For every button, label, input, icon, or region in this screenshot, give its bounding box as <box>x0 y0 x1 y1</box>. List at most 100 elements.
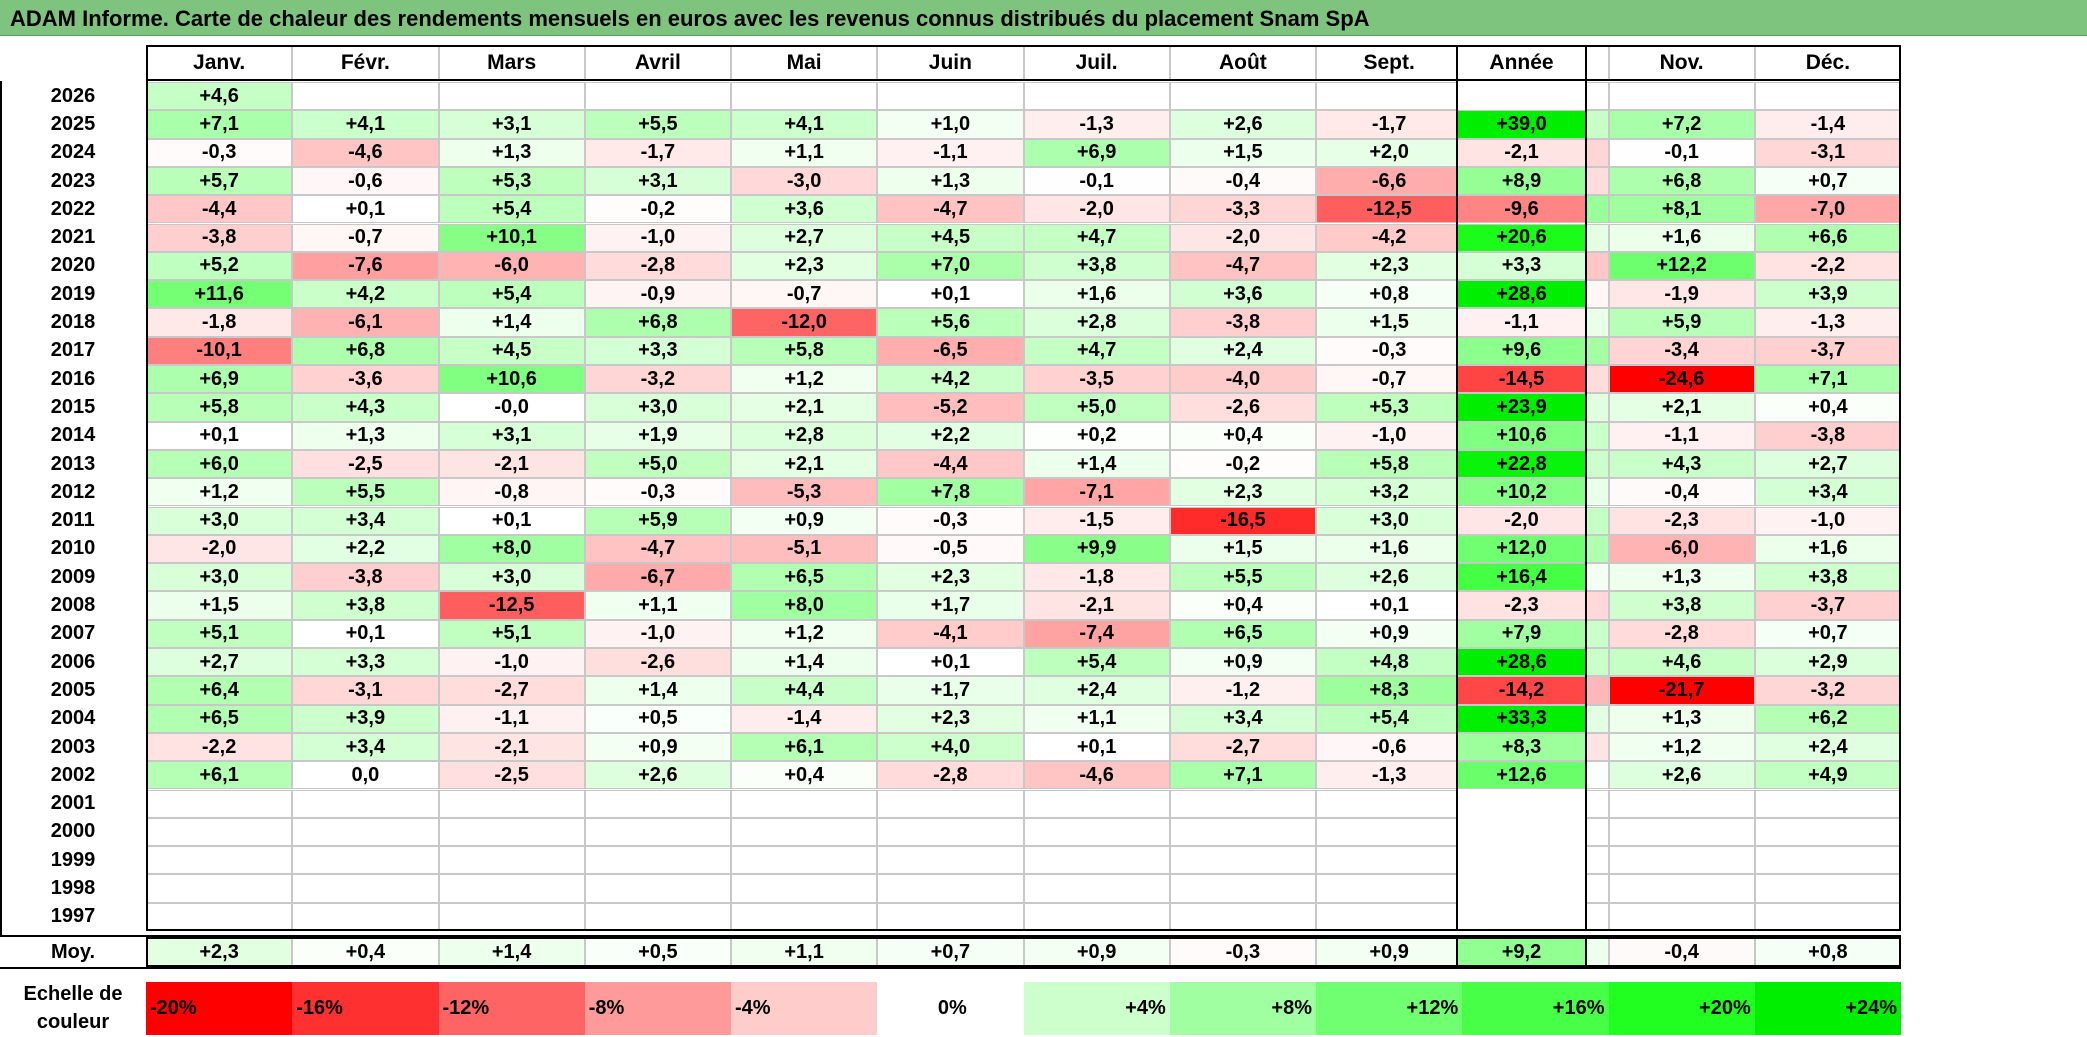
heatmap-cell: +2,3 <box>877 563 1024 592</box>
heatmap-cell: +1,3 <box>1608 704 1755 733</box>
year-label: 2008 <box>0 591 146 620</box>
heatmap-cell <box>1608 846 1755 875</box>
heatmap-cell: -0,3 <box>1316 336 1463 365</box>
average-cell: +0,5 <box>584 937 731 967</box>
heatmap-cell <box>292 902 439 931</box>
annual-cell: -1,1 <box>1456 308 1587 337</box>
heatmap-cell: +0,2 <box>1023 421 1170 450</box>
annual-cell: +8,3 <box>1456 732 1587 762</box>
annual-cell: -9,6 <box>1456 195 1587 224</box>
heatmap-cell: -4,4 <box>877 449 1024 479</box>
average-annual-cell: +9,2 <box>1456 937 1587 967</box>
heatmap-cell: +4,7 <box>1023 336 1170 365</box>
heatmap-cell: +1,2 <box>731 365 878 394</box>
heatmap-cell: +1,4 <box>584 676 731 705</box>
heatmap-cell: -2,2 <box>146 732 293 762</box>
heatmap-cell: +4,9 <box>1754 761 1901 790</box>
color-scale-swatch: +8% <box>1169 982 1316 1035</box>
heatmap-cell <box>1316 874 1463 903</box>
heatmap-cell: -2,0 <box>146 534 293 564</box>
heatmap-cell: +6,5 <box>1169 619 1316 648</box>
annual-cell: -14,5 <box>1456 365 1587 394</box>
heatmap-cell: +1,5 <box>1169 138 1316 167</box>
heatmap-cell: -3,1 <box>292 676 439 705</box>
heatmap-cell: +1,6 <box>1023 280 1170 309</box>
heatmap-cell: -2,6 <box>584 648 731 677</box>
heatmap-cell <box>1023 789 1170 818</box>
annual-cell: -14,2 <box>1456 676 1587 705</box>
heatmap-cell: -6,0 <box>1608 534 1755 564</box>
heatmap-cell: -0,6 <box>1316 732 1463 762</box>
heatmap-cell: +6,9 <box>1023 138 1170 167</box>
average-cell: +0,9 <box>1023 937 1170 967</box>
heatmap-cell <box>146 817 293 847</box>
heatmap-cell: +3,1 <box>438 110 585 139</box>
annual-cell: +9,6 <box>1456 336 1587 365</box>
heatmap-cell: +2,1 <box>1608 393 1755 422</box>
heatmap-cell: +4,1 <box>292 110 439 139</box>
average-cell: -0,4 <box>1608 937 1755 967</box>
heatmap-cell: +5,1 <box>438 619 585 648</box>
heatmap-cell: +5,3 <box>438 166 585 196</box>
heatmap-cell <box>731 902 878 931</box>
heatmap-cell <box>1608 789 1755 818</box>
month-header: Juil. <box>1023 45 1170 81</box>
color-scale-swatch: +4% <box>1023 982 1170 1035</box>
heatmap-cell: +9,9 <box>1023 534 1170 564</box>
color-scale-swatch: -8% <box>584 982 731 1035</box>
year-label: 2012 <box>0 478 146 507</box>
heatmap-cell <box>1023 817 1170 847</box>
color-scale-swatch: +12% <box>1316 982 1463 1035</box>
heatmap-cell: +1,6 <box>1754 534 1901 564</box>
year-label: 2021 <box>0 223 146 252</box>
heatmap-cell: +3,8 <box>292 591 439 620</box>
heatmap-cell: +2,0 <box>1316 138 1463 167</box>
heatmap-cell: +4,3 <box>1608 449 1755 479</box>
heatmap-cell: -0,2 <box>1169 449 1316 479</box>
heatmap-cell: +3,8 <box>1754 563 1901 592</box>
heatmap-cell: -1,2 <box>1169 676 1316 705</box>
annual-cell: -2,3 <box>1456 591 1587 620</box>
year-label: 2011 <box>0 506 146 535</box>
heatmap-cell: -3,1 <box>1754 138 1901 167</box>
color-scale-swatch: -16% <box>292 982 439 1035</box>
month-header: Févr. <box>292 45 439 81</box>
heatmap-cell: +6,8 <box>292 336 439 365</box>
heatmap-cell: -3,8 <box>146 223 293 252</box>
heatmap-cell: +5,4 <box>438 280 585 309</box>
heatmap-cell: -2,0 <box>1169 223 1316 252</box>
heatmap-cell: +2,2 <box>877 421 1024 450</box>
heatmap-cell <box>1608 82 1755 111</box>
annual-cell <box>1456 846 1587 875</box>
heatmap-cell: +2,7 <box>731 223 878 252</box>
annual-cell: -2,0 <box>1456 506 1587 535</box>
year-label: 2024 <box>0 138 146 167</box>
heatmap-cell: +0,5 <box>584 704 731 733</box>
heatmap-cell: +7,1 <box>1754 365 1901 394</box>
heatmap-cell: +3,4 <box>292 732 439 762</box>
annual-cell: +16,4 <box>1456 563 1587 592</box>
heatmap-cell: +0,9 <box>1316 619 1463 648</box>
heatmap-cell: +5,5 <box>1169 563 1316 592</box>
heatmap-cell <box>1023 82 1170 111</box>
heatmap-cell <box>146 789 293 818</box>
heatmap-cell <box>1316 82 1463 111</box>
heatmap-cell <box>877 817 1024 847</box>
heatmap-cell: +3,6 <box>1169 280 1316 309</box>
year-label: 2002 <box>0 761 146 790</box>
heatmap-cell: +0,1 <box>1316 591 1463 620</box>
heatmap-cell: +3,4 <box>292 506 439 535</box>
heatmap-cell <box>146 846 293 875</box>
heatmap-cell: -1,3 <box>1023 110 1170 139</box>
heatmap-cell <box>1754 846 1901 875</box>
month-header: Janv. <box>146 45 293 81</box>
heatmap-cell: -0,0 <box>438 393 585 422</box>
heatmap-cell: +5,8 <box>1316 449 1463 479</box>
heatmap-cell <box>1169 817 1316 847</box>
heatmap-cell: +2,2 <box>292 534 439 564</box>
heatmap-cell <box>1608 817 1755 847</box>
heatmap-cell: -2,3 <box>1608 506 1755 535</box>
heatmap-cell: +2,4 <box>1023 676 1170 705</box>
heatmap-cell <box>584 817 731 847</box>
heatmap-cell: +0,8 <box>1316 280 1463 309</box>
